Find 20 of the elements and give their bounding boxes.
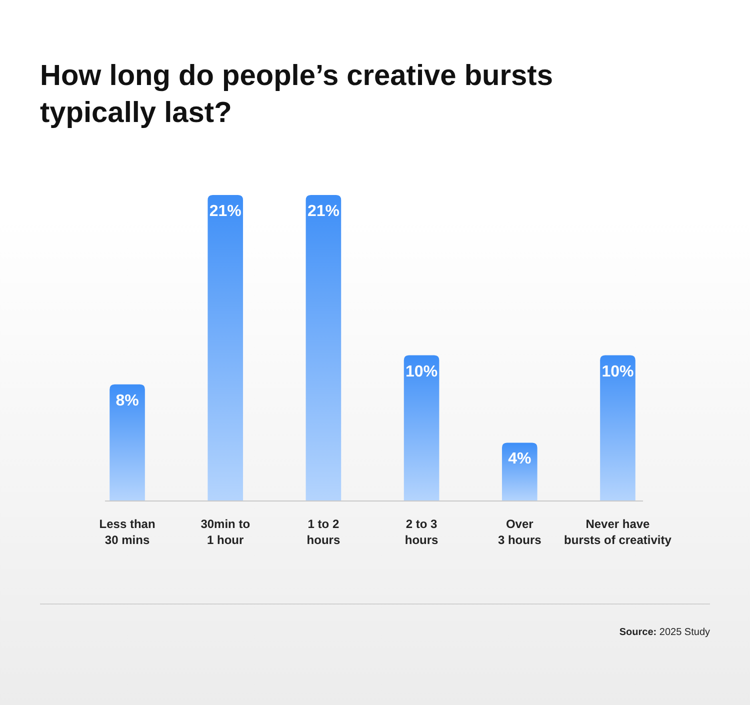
bar — [600, 355, 636, 501]
bar — [502, 442, 538, 501]
x-tick-label: 1 to 2 hours — [306, 517, 340, 547]
source-note: Source: 2025 Study — [619, 627, 710, 638]
bar — [110, 384, 145, 501]
data-label: 21% — [307, 203, 340, 220]
chart-title: How long do people’s creative bursts typically last? — [40, 60, 553, 129]
data-label: 21% — [209, 203, 242, 220]
bar — [306, 195, 342, 501]
bar — [404, 355, 440, 501]
bar — [208, 195, 244, 501]
data-label: 10% — [602, 363, 634, 380]
data-label: 4% — [508, 450, 532, 468]
x-tick-label: Never have bursts of creativity — [564, 517, 672, 547]
x-tick-label: 30min to 1 hour — [200, 517, 250, 547]
x-tick-label: Over 3 hours — [498, 517, 542, 547]
data-label: 10% — [406, 363, 438, 380]
x-tick-label: Less than 30 mins — [99, 517, 156, 547]
data-label: 8% — [116, 392, 139, 410]
x-tick-label: 2 to 3 hours — [404, 517, 439, 547]
